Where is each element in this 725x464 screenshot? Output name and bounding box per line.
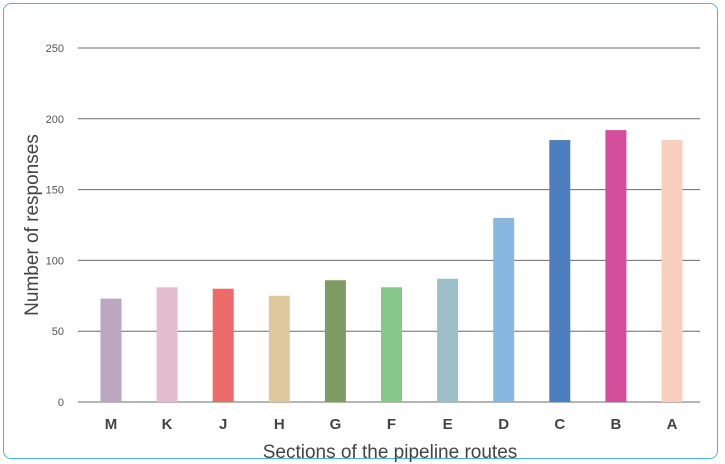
bar-M bbox=[100, 298, 122, 402]
bar-K bbox=[156, 287, 178, 402]
bar-D bbox=[493, 217, 515, 402]
bar-H bbox=[268, 295, 290, 402]
y-axis-label: Number of responses bbox=[22, 134, 43, 316]
x-tick-label-F: F bbox=[387, 416, 396, 433]
gridlines bbox=[78, 47, 700, 403]
x-tick-label-H: H bbox=[274, 416, 285, 433]
y-tick-label: 200 bbox=[46, 114, 64, 126]
y-tick-label: 100 bbox=[46, 255, 64, 267]
x-tick-label-M: M bbox=[105, 416, 118, 433]
y-tick-label: 250 bbox=[46, 43, 64, 55]
bar-B bbox=[605, 130, 627, 403]
x-axis-label: Sections of the pipeline routes bbox=[263, 442, 518, 463]
bar-F bbox=[381, 287, 402, 402]
bar-J bbox=[212, 288, 234, 402]
bar-E bbox=[437, 278, 459, 402]
x-tick-label-E: E bbox=[443, 416, 453, 433]
bar-A bbox=[661, 140, 683, 403]
y-tick-label: 50 bbox=[52, 326, 64, 338]
bar-G bbox=[324, 280, 346, 402]
y-tick-label: 150 bbox=[46, 185, 64, 197]
x-tick-label-J: J bbox=[219, 416, 227, 433]
x-tick-label-G: G bbox=[330, 416, 342, 433]
y-tick-label: 0 bbox=[58, 397, 64, 409]
bar-C bbox=[549, 140, 571, 403]
x-tick-label-K: K bbox=[162, 416, 173, 433]
bars bbox=[100, 130, 683, 403]
chart-frame bbox=[3, 3, 718, 459]
x-tick-label-B: B bbox=[610, 416, 621, 433]
x-tick-label-D: D bbox=[498, 416, 509, 433]
y-tick-labels: 0 50 100 150 200 250 bbox=[46, 43, 64, 409]
x-tick-label-C: C bbox=[554, 416, 565, 433]
x-tick-label-A: A bbox=[667, 416, 678, 433]
